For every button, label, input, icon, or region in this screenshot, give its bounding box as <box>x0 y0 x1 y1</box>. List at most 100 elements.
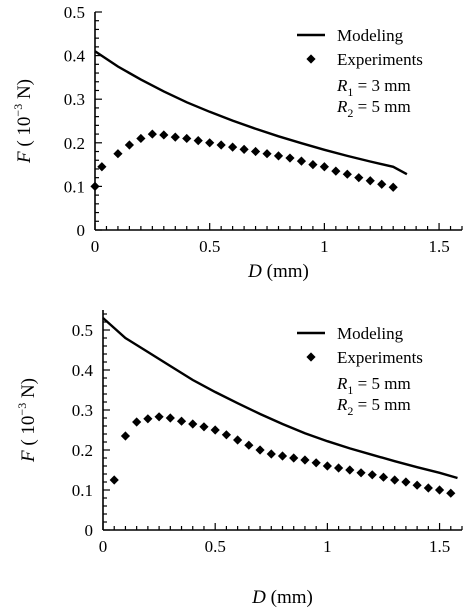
y-tick-label: 0.4 <box>64 47 86 66</box>
legend-param-r2: R2 = 5 mm <box>336 395 411 418</box>
experiment-point <box>124 140 135 150</box>
param-subscript: 1 <box>347 383 353 397</box>
experiment-point <box>97 162 107 172</box>
experiment-point <box>90 181 100 191</box>
experiment-point <box>199 422 209 432</box>
y-axis-label: F ( 10−3 N) <box>11 79 35 164</box>
modeling-line <box>102 317 458 480</box>
y-tick-label: 0.5 <box>64 3 85 22</box>
experiment-point <box>216 140 226 150</box>
experiment-point <box>165 413 175 423</box>
experiment-point <box>333 463 344 473</box>
y-axis-label-var: F <box>14 151 35 164</box>
legend-param-r1: R1 = 3 mm <box>336 76 411 99</box>
y-tick-label: 0.1 <box>72 481 93 500</box>
x-tick-label: 1.5 <box>429 537 450 556</box>
param-value: = 5 mm <box>353 97 410 116</box>
param-symbol: R <box>336 76 348 95</box>
legend-param-r1: R1 = 5 mm <box>336 374 411 397</box>
experiment-point <box>367 470 377 480</box>
experiment-point <box>331 166 341 176</box>
y-tick-label: 0 <box>85 521 94 540</box>
legend-param-r2: R2 = 5 mm <box>336 97 411 120</box>
x-axis-label-var: D <box>247 261 262 282</box>
experiment-point <box>319 162 329 172</box>
param-subscript: 2 <box>347 106 353 120</box>
experiment-point <box>356 468 366 478</box>
y-tick-label: 0.1 <box>64 177 85 196</box>
experiment-point <box>221 430 232 440</box>
y-tick-label: 0 <box>77 221 86 240</box>
param-value: = 3 mm <box>353 76 410 95</box>
x-tick-label: 0.5 <box>205 537 226 556</box>
experiment-point <box>228 142 238 152</box>
chart-2: 0 0.5 1 1.5 0 0.1 0.2 0.3 0.4 0.5 D (mm) F ( 10−3 N… <box>15 310 463 608</box>
y-axis-label-exp: −3 <box>11 104 25 117</box>
param-symbol: R <box>336 395 348 414</box>
experiment-point <box>159 130 169 140</box>
experiment-point <box>154 412 164 422</box>
y-axis-label-tail: N) <box>14 79 35 104</box>
x-axis-label-unit: (mm) <box>262 261 309 282</box>
y-tick-label: 0.5 <box>72 321 93 340</box>
legend-modeling: Modeling <box>337 324 404 343</box>
experiment-point <box>365 176 375 186</box>
experiment-point <box>423 483 433 493</box>
experiment-point <box>113 149 123 159</box>
x-axis-label-var: D <box>251 587 266 608</box>
x-tick-label: 1 <box>320 237 329 256</box>
experiment-point <box>109 475 119 485</box>
experiment-point <box>266 449 276 459</box>
y-tick-label: 0.4 <box>72 361 94 380</box>
y-axis-label-unit: ( 10 <box>14 117 35 152</box>
experiment-point <box>296 156 307 166</box>
modeling-line <box>94 50 408 176</box>
chart-1: 0 0.5 1 1.5 0 0.1 0.2 0.3 0.4 0.5 D (mm) F ( 10−3 N… <box>11 3 463 282</box>
experiment-point <box>308 160 318 170</box>
experiment-point <box>188 419 198 429</box>
y-axis-label-unit: ( 10 <box>18 416 39 451</box>
experiment-point <box>255 445 265 455</box>
experiment-point <box>262 149 272 159</box>
legend-marker-swatch <box>306 54 316 64</box>
experiment-point <box>244 440 254 450</box>
y-axis-label-exp: −3 <box>15 403 29 416</box>
experiment-point <box>388 182 398 192</box>
experiment-point <box>250 146 261 157</box>
x-axis-label: D (mm) <box>247 261 309 282</box>
param-symbol: R <box>336 374 348 393</box>
experiment-point <box>311 458 321 468</box>
experiment-point <box>412 480 422 490</box>
y-tick-label: 0.3 <box>72 401 93 420</box>
y-axis-label: F ( 10−3 N) <box>15 378 39 463</box>
experiment-point <box>354 173 364 183</box>
experiment-point <box>182 133 192 144</box>
experiment-point <box>132 417 142 427</box>
experiment-point <box>277 451 288 461</box>
x-tick-label: 0.5 <box>199 237 220 256</box>
experiment-point <box>120 431 131 441</box>
experiment-point <box>233 435 243 445</box>
experiment-point <box>345 465 355 475</box>
x-axis-label: D (mm) <box>251 587 313 608</box>
experiment-point <box>390 475 400 485</box>
param-value: = 5 mm <box>353 374 410 393</box>
experiment-point <box>378 472 389 482</box>
experiment-point <box>401 477 411 487</box>
experiment-point <box>170 132 180 142</box>
legend-modeling: Modeling <box>337 26 404 45</box>
experiment-point <box>193 136 203 146</box>
experiment-point <box>147 129 157 139</box>
experiment-point <box>322 461 332 471</box>
y-axis-label-var: F <box>18 450 39 463</box>
legend-experiments: Experiments <box>337 348 423 367</box>
experiment-point <box>210 425 220 435</box>
y-tick-label: 0.2 <box>72 441 93 460</box>
experiment-point <box>143 414 153 424</box>
experiment-point <box>205 138 215 148</box>
experiment-point <box>289 453 299 463</box>
param-subscript: 1 <box>347 85 353 99</box>
x-tick-label: 1.5 <box>428 237 449 256</box>
x-tick-label: 1 <box>323 537 332 556</box>
